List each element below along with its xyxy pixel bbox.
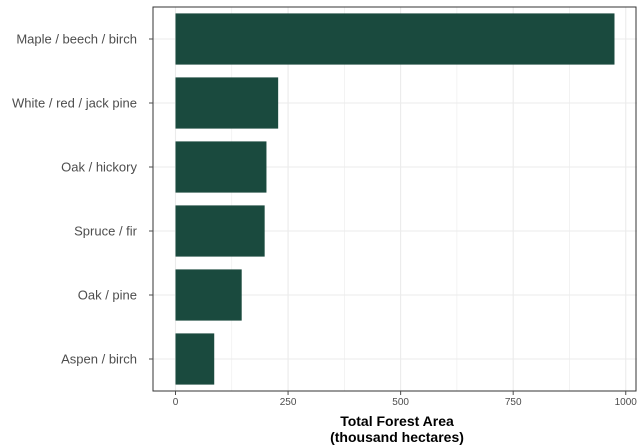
bar [175, 141, 267, 193]
category-labels: Maple / beech / birch White / red / jack … [12, 32, 153, 367]
bar [175, 205, 265, 257]
bar [175, 77, 279, 129]
x-axis-ticks: 0 250 500 750 1000 [173, 391, 637, 408]
bar [175, 333, 215, 385]
category-label: Maple / beech / birch [16, 32, 137, 47]
x-tick-label: 1000 [615, 397, 637, 408]
x-axis-title-line-1: Total Forest Area [340, 413, 454, 429]
bar [175, 13, 615, 65]
category-label: Aspen / birch [61, 352, 137, 367]
category-label: Oak / hickory [61, 160, 137, 175]
bar [175, 269, 242, 321]
x-tick-label: 500 [392, 397, 409, 408]
plot-panel [152, 6, 637, 392]
bars [175, 13, 615, 385]
x-axis-title-line-2: (thousand hectares) [330, 429, 464, 445]
category-label: White / red / jack pine [12, 96, 137, 111]
category-label: Oak / pine [78, 288, 137, 303]
x-tick-label: 750 [505, 397, 522, 408]
category-label: Spruce / fir [74, 224, 138, 239]
x-tick-label: 250 [280, 397, 297, 408]
x-tick-label: 0 [173, 397, 179, 408]
